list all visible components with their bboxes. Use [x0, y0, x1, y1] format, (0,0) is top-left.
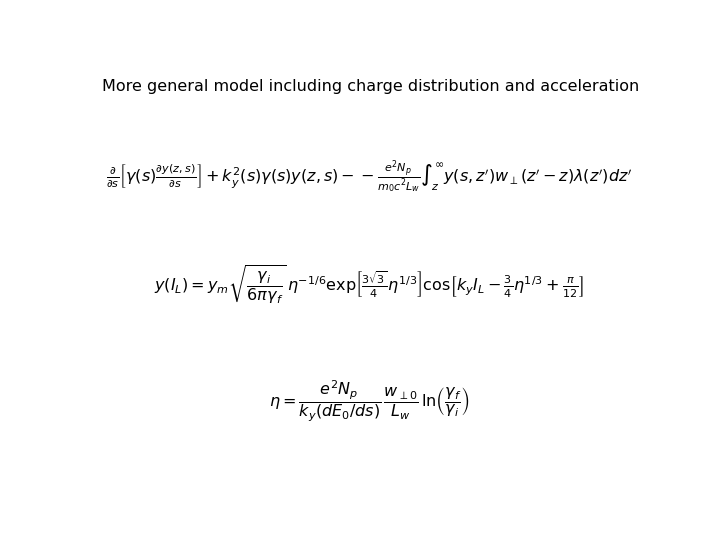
Text: $y(I_L) = y_m \sqrt{\dfrac{\gamma_i}{6\pi\gamma_f}}\,\eta^{-1/6} \exp\!\left[\fr: $y(I_L) = y_m \sqrt{\dfrac{\gamma_i}{6\p… — [154, 264, 584, 307]
Text: $\eta = \dfrac{e^2 N_p}{k_y(dE_0/ds)}\,\dfrac{w_{\perp 0}}{L_w}\,\ln\!\left(\dfr: $\eta = \dfrac{e^2 N_p}{k_y(dE_0/ds)}\,\… — [269, 379, 469, 424]
Text: More general model including charge distribution and acceleration: More general model including charge dist… — [102, 79, 639, 94]
Text: $\frac{\partial}{\partial s}\left[\gamma(s)\frac{\partial y(z,s)}{\partial s}\ri: $\frac{\partial}{\partial s}\left[\gamma… — [106, 159, 632, 195]
